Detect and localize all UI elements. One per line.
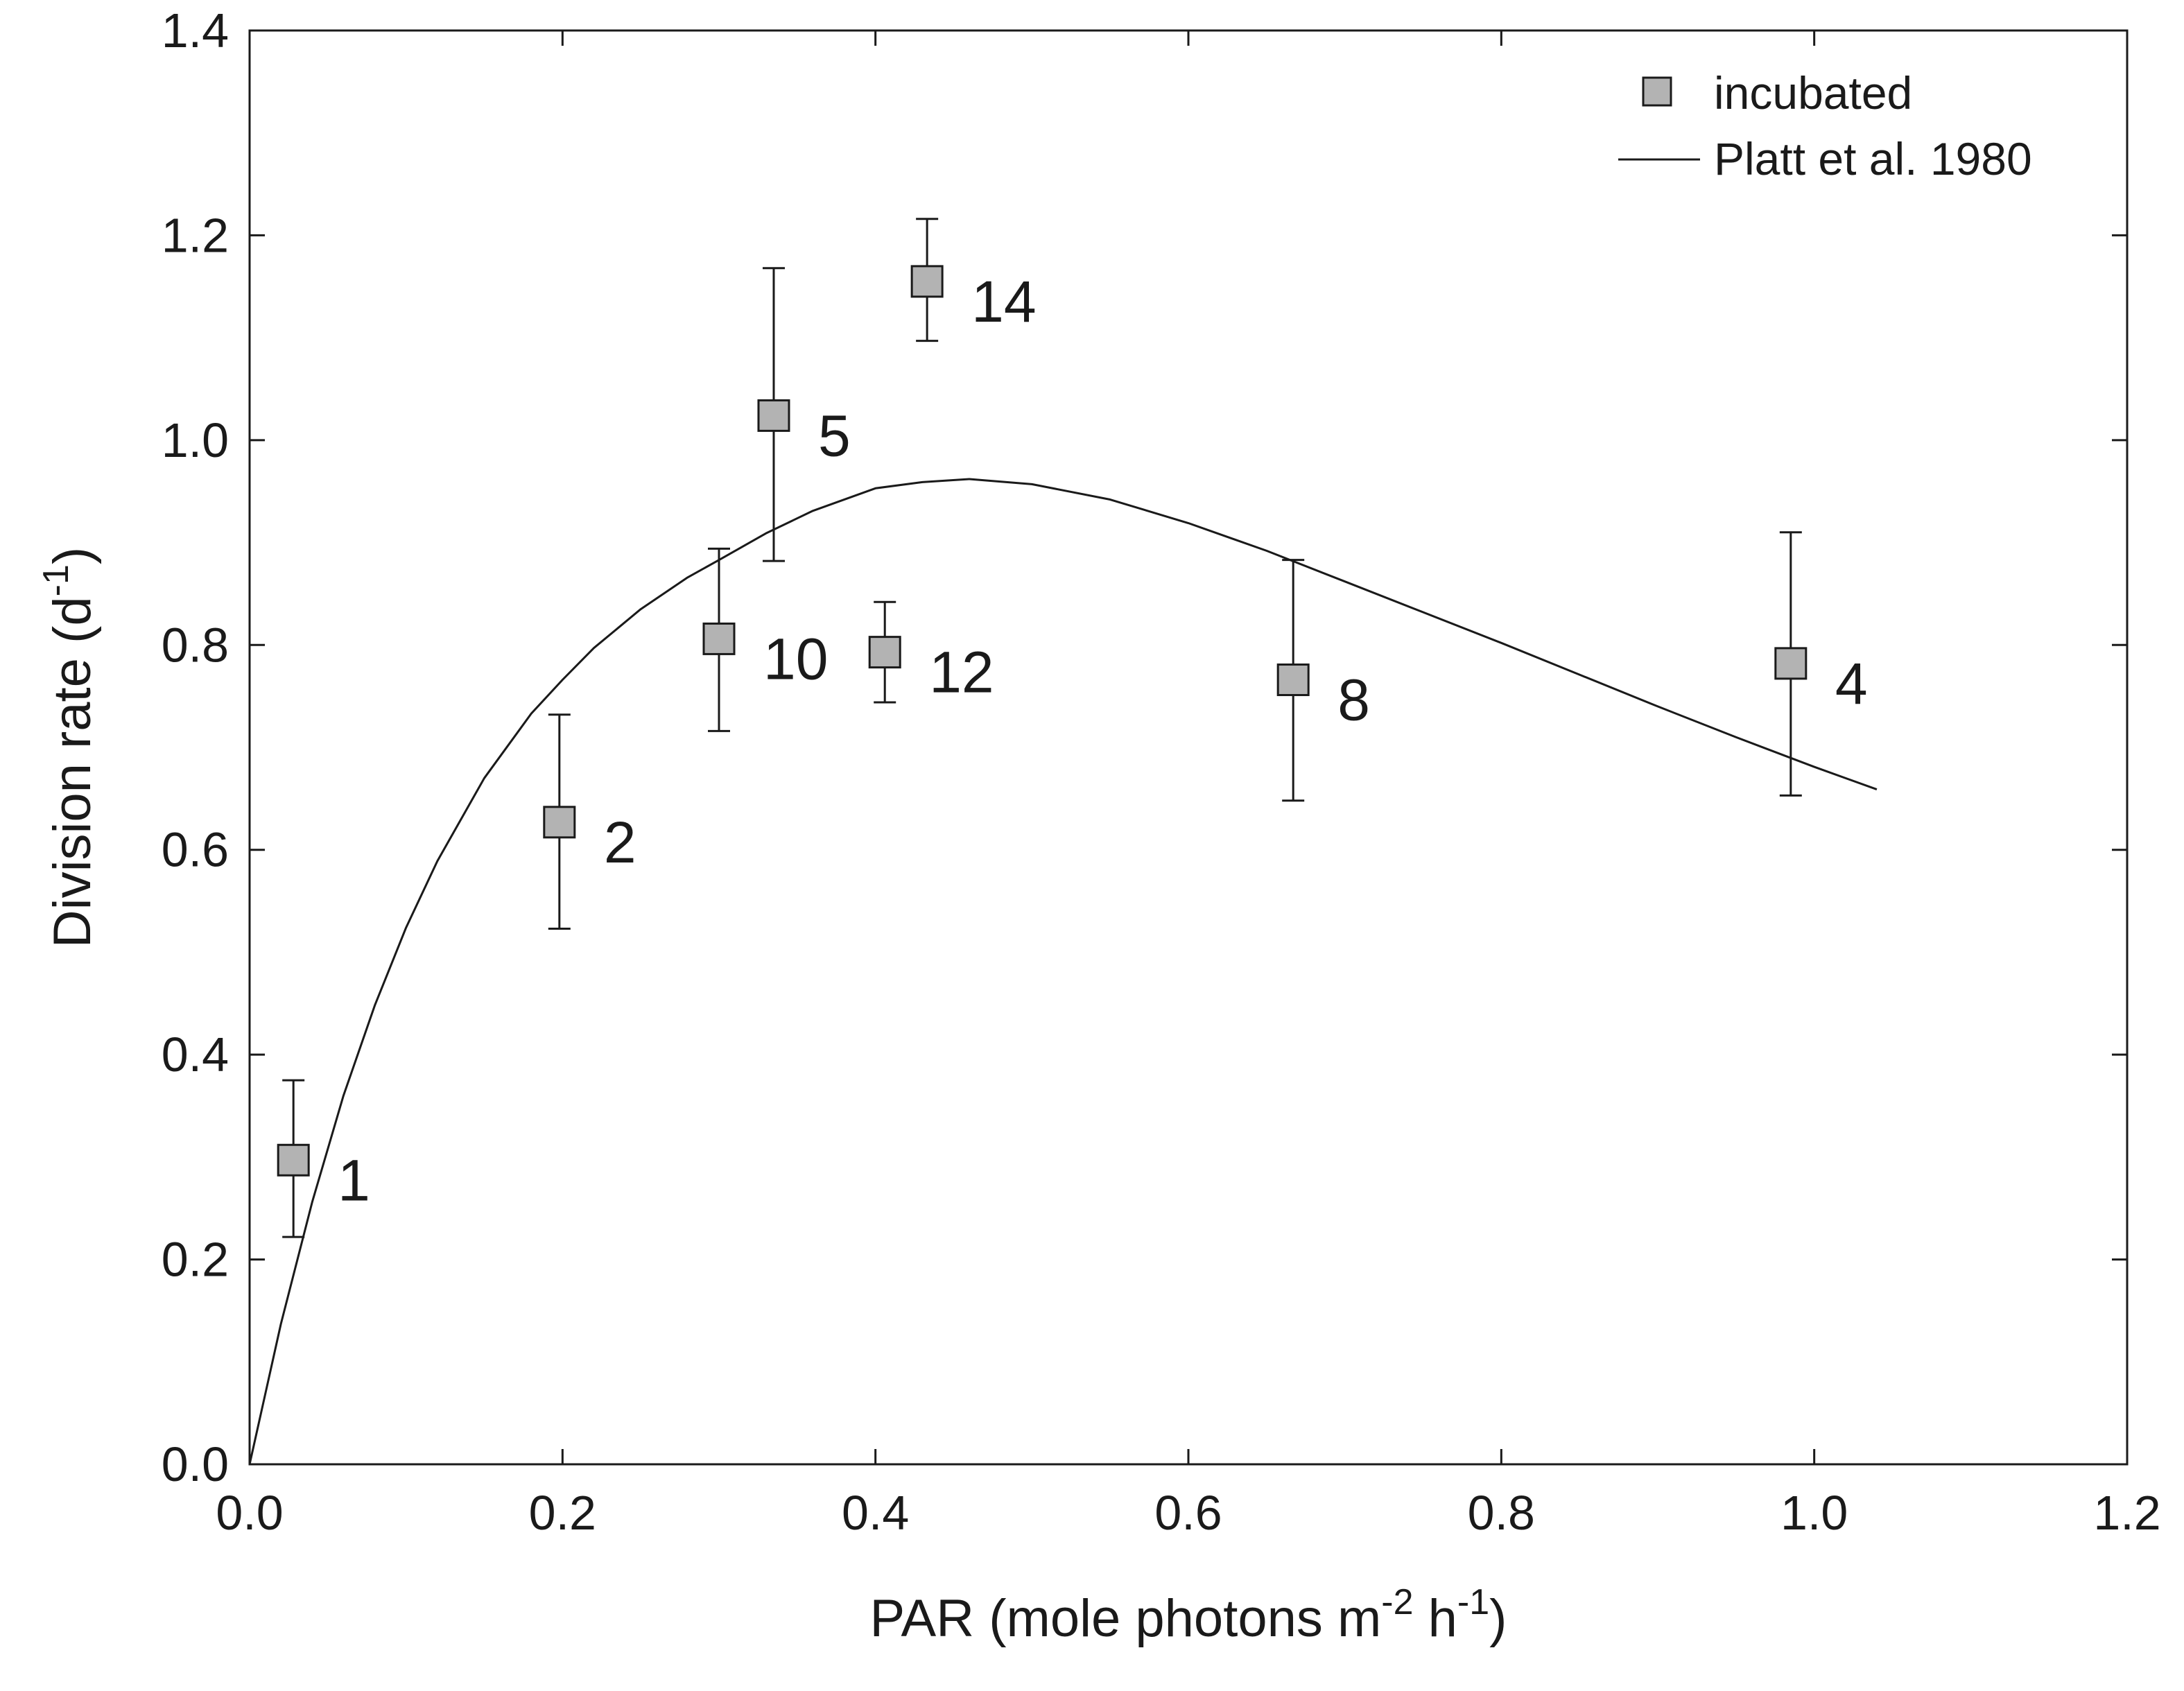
data-point-label: 2 [604,810,636,875]
data-point-marker [868,636,901,669]
data-point-marker [1774,647,1808,680]
data-point-label: 1 [338,1147,370,1213]
x-tick-label: 0.0 [216,1486,283,1540]
data-point-label: 10 [763,626,828,691]
y-tick-label: 1.2 [162,208,229,262]
legend-label-incubated: incubated [1714,67,1912,119]
legend-label-platt: Platt et al. 1980 [1714,133,2032,184]
x-tick-label: 1.2 [2093,1486,2160,1540]
data-point-label: 4 [1835,651,1868,716]
y-tick-label: 0.8 [162,618,229,672]
data-point-label: 14 [971,269,1036,334]
legend: incubated Platt et al. 1980 [1618,67,2032,184]
data-point-marker [757,399,790,432]
data-point-label: 12 [929,640,994,705]
data-point-marker [910,265,944,298]
x-tick-label: 0.4 [842,1486,909,1540]
platt-curve-layer [248,478,1878,1465]
y-axis: 0.0 0.2 0.4 0.6 0.8 1.0 1.2 1.4 [162,3,2127,1491]
y-tick-label: 0.2 [162,1233,229,1287]
y-tick-label: 1.0 [162,413,229,467]
platt-curve-line [248,478,1878,1465]
data-point-marker [1276,664,1310,697]
x-axis: 0.0 0.2 0.4 0.6 0.8 1.0 1.2 [216,31,2161,1540]
data-point-label: 5 [818,403,851,468]
x-tick-label: 0.2 [529,1486,596,1540]
legend-marker-incubated [1642,76,1672,107]
y-tick-label: 1.4 [162,3,229,58]
x-tick-label: 0.6 [1154,1486,1222,1540]
data-point-marker [543,806,576,839]
x-tick-label: 0.8 [1468,1486,1535,1540]
y-tick-label: 0.6 [162,823,229,877]
y-tick-label: 0.4 [162,1027,229,1082]
y-tick-label: 0.0 [162,1437,229,1491]
data-point-marker [277,1143,310,1177]
plot-frame [248,29,2129,1466]
data-point-marker [702,622,736,655]
data-point-label: 8 [1337,668,1370,733]
x-tick-label: 1.0 [1780,1486,1848,1540]
x-axis-title: PAR (mole photons m-2 h-1) [870,1582,1507,1648]
y-axis-title: Division rate (d-1) [36,547,102,948]
